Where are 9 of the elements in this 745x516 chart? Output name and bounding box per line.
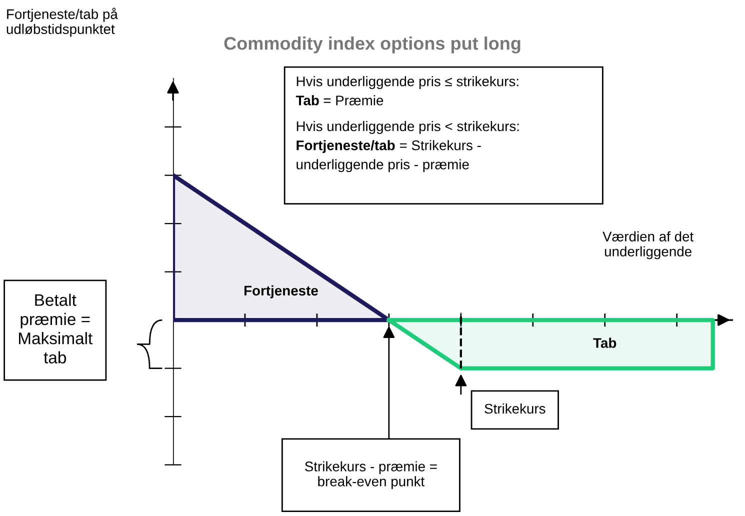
series-label: Tab xyxy=(593,338,616,348)
text: Fortjeneste/tab på udløbstidspunktet xyxy=(6,8,118,37)
text: Betalt præmie = Maksimalt tab xyxy=(18,294,93,364)
chart-title: Commodity index options put long xyxy=(224,36,520,54)
text: Strikekurs xyxy=(484,403,546,414)
series-label: Fortjeneste xyxy=(244,285,318,298)
text: Hvis underliggende pris ≤ strikekurs: Tab = Præmie Hvis underliggende pris < strikekurs: Fortjeneste/tab = Strikekurs - underliggende pris - præmie xyxy=(296,76,519,172)
x-axis-title: Værdien af det underliggende xyxy=(602,231,694,260)
text: Strikekurs - præmie = break-even punkt xyxy=(305,461,437,490)
